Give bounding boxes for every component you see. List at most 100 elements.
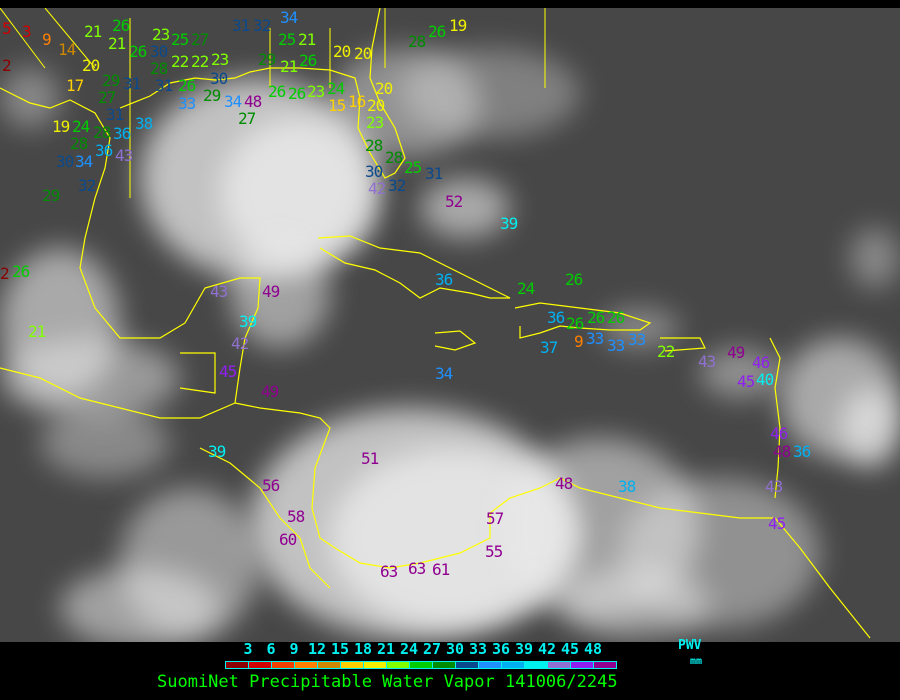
legend-tick: 24: [400, 640, 419, 658]
station-pwv-value: 26: [12, 262, 30, 281]
station-pwv-value: 24: [72, 117, 90, 136]
legend-tick: 6: [266, 640, 276, 658]
station-pwv-value: 43: [765, 477, 783, 496]
cloud: [420, 178, 510, 238]
color-swatch: [571, 662, 594, 668]
station-pwv-value: 34: [280, 8, 298, 27]
station-pwv-value: 34: [435, 364, 453, 383]
station-pwv-value: 49: [261, 382, 279, 401]
legend-tick-labels: 3 6 9 12 15 18 21 24 27 30 33 36 39 42 45 48: [0, 640, 900, 658]
station-pwv-value: 27: [238, 109, 256, 128]
product-title: SuomiNet Precipitable Water Vapor 141006…: [157, 672, 618, 692]
station-pwv-value: 22: [171, 52, 189, 71]
station-pwv-value: 31: [232, 16, 250, 35]
legend-tick: 45: [561, 640, 580, 658]
color-swatch: [364, 662, 387, 668]
color-swatch: [433, 662, 456, 668]
station-pwv-value: 20: [375, 79, 393, 98]
station-pwv-value: 32: [253, 16, 271, 35]
station-pwv-value: 32: [78, 176, 96, 195]
station-pwv-value: 25: [278, 30, 296, 49]
station-pwv-value: 9: [574, 332, 584, 351]
station-pwv-value: 21: [28, 322, 46, 341]
cloud: [840, 388, 900, 468]
coastline: [514, 302, 652, 339]
color-swatch: [249, 662, 272, 668]
station-pwv-value: 9: [42, 30, 52, 49]
station-pwv-value: 20: [354, 44, 372, 63]
station-pwv-value: 48: [244, 92, 262, 111]
legend-unit-label: PWV: [678, 638, 702, 653]
station-pwv-value: 60: [279, 530, 297, 549]
station-pwv-value: 20: [82, 56, 100, 75]
coastline: [199, 447, 331, 589]
station-pwv-value: 21: [84, 22, 102, 41]
cloud: [850, 228, 900, 288]
station-pwv-value: 28: [365, 136, 383, 155]
station-pwv-value: 22: [657, 342, 675, 361]
station-pwv-value: 36: [113, 124, 131, 143]
legend-tick: 9: [289, 640, 299, 658]
legend-tick: 48: [584, 640, 603, 658]
station-pwv-value: 17: [66, 76, 84, 95]
station-pwv-value: 27: [98, 88, 116, 107]
station-pwv-value: 25: [404, 158, 422, 177]
station-pwv-value: 28: [385, 148, 403, 167]
station-pwv-value: 55: [485, 542, 503, 561]
coastline: [317, 235, 511, 299]
station-pwv-value: 43: [210, 282, 228, 301]
cloud: [330, 48, 480, 158]
legend-tick: 3: [243, 640, 253, 658]
station-pwv-value: 2: [0, 264, 10, 283]
station-pwv-value: 26: [299, 51, 317, 70]
station-pwv-value: 14: [58, 40, 76, 59]
station-pwv-value: 29: [42, 186, 60, 205]
legend-tick: 27: [423, 640, 442, 658]
station-pwv-value: 21: [280, 57, 298, 76]
station-pwv-value: 26: [288, 84, 306, 103]
coastline: [119, 8, 406, 179]
station-pwv-value: 26: [428, 22, 446, 41]
station-pwv-value: 45: [219, 362, 237, 381]
station-pwv-value: 24: [517, 279, 535, 298]
station-pwv-value: 22: [191, 52, 209, 71]
color-swatch: [226, 662, 249, 668]
coastlines-overlay: [0, 8, 871, 639]
station-pwv-value: 20: [367, 96, 385, 115]
station-pwv-value: 27: [191, 30, 209, 49]
station-pwv-value: 33: [586, 329, 604, 348]
border-line: [44, 8, 96, 69]
color-swatch: [548, 662, 571, 668]
station-pwv-value: 23: [211, 50, 229, 69]
coastline: [769, 337, 781, 499]
color-swatch: [318, 662, 341, 668]
coastline: [660, 337, 706, 352]
station-pwv-value: 23: [307, 82, 325, 101]
station-pwv-value: 3: [22, 22, 32, 41]
station-pwv-value: 31: [425, 164, 443, 183]
station-pwv-value: 30: [365, 162, 383, 181]
station-pwv-value: 56: [262, 476, 280, 495]
cloud: [60, 568, 220, 642]
coastline: [0, 87, 261, 404]
satellite-image: 5 3 9 21 26 14 2 20 17 29 31 27 31 21 26 30 23 25 27 28 22 22…: [0, 8, 900, 642]
station-pwv-value: 48: [555, 474, 573, 493]
station-pwv-value: 45: [737, 372, 755, 391]
station-pwv-value: 31: [123, 74, 141, 93]
cloud: [400, 48, 580, 138]
legend-tick: 33: [469, 640, 488, 658]
station-pwv-value: 26: [607, 308, 625, 327]
legend-tick: 42: [538, 640, 557, 658]
color-swatch: [387, 662, 410, 668]
station-pwv-value: 20: [333, 42, 351, 61]
station-pwv-value: 46: [770, 424, 788, 443]
station-pwv-value: 23: [152, 25, 170, 44]
color-swatch: [341, 662, 364, 668]
station-pwv-value: 30: [210, 69, 228, 88]
station-pwv-value: 36: [547, 308, 565, 327]
station-pwv-value: 31: [106, 105, 124, 124]
legend-tick: 18: [354, 640, 373, 658]
station-pwv-value: 32: [388, 176, 406, 195]
station-pwv-value: 26: [268, 82, 286, 101]
station-pwv-value: 63: [408, 559, 426, 578]
